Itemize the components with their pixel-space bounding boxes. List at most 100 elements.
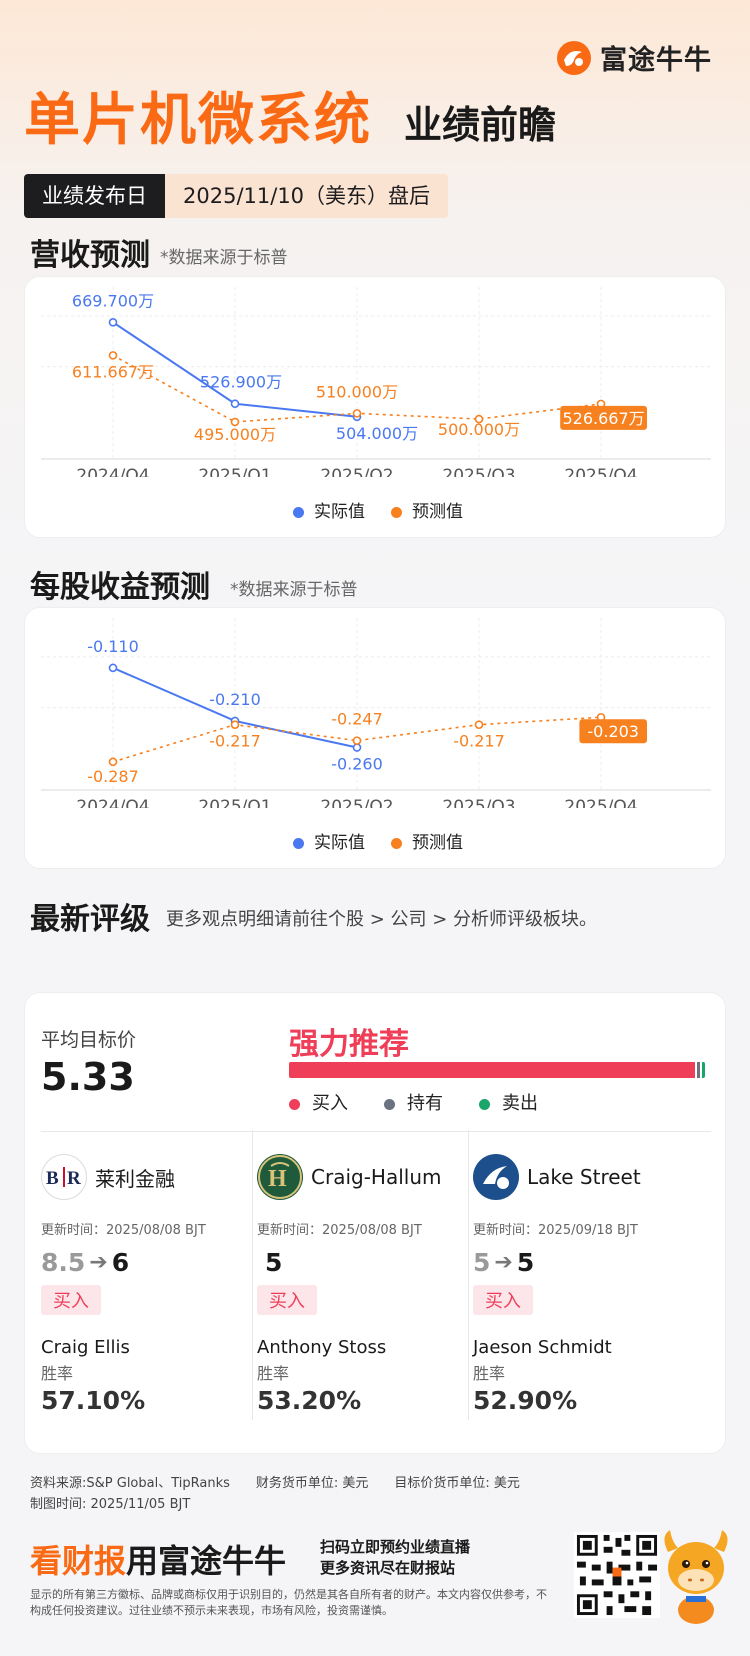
forecast-value-label: 500.000万 — [438, 420, 520, 439]
promo-slogan: 看财报用富途牛牛 — [30, 1542, 287, 1580]
actual-value-label: 526.900万 — [200, 373, 282, 392]
analyst-target: 8.5 ➔ 6 — [41, 1248, 255, 1277]
eps-chart-card: 2024/Q4 2025/Q1 2025/Q2 2025/Q3 2025/Q4 -0.11… — [24, 607, 726, 869]
forecast-value-label: -0.287 — [87, 767, 139, 786]
analyst-updated: 更新时间：2025/08/08 BJT — [41, 1223, 206, 1238]
forecast-point — [474, 720, 484, 729]
legend-actual: 实际值 — [293, 497, 365, 522]
svg-text:R: R — [67, 1168, 81, 1189]
forecast-point — [352, 409, 362, 418]
analyst-updated: 更新时间：2025/09/18 BJT — [473, 1223, 638, 1238]
avg-target-value: 5.33 — [41, 1055, 135, 1099]
arrow-right-icon: ➔ — [494, 1250, 513, 1275]
revenue-legend: 实际值 预测值 — [293, 497, 463, 522]
footer-sources: 资料来源:S&P Global、TipRanks 财务货币单位: 美元 目标价货… — [30, 1472, 520, 1491]
new-target: 5 — [265, 1248, 283, 1277]
eps-chart: 2024/Q4 2025/Q1 2025/Q2 2025/Q3 2025/Q4 -0.11… — [41, 618, 711, 808]
release-date: 业绩发布日 2025/11/10（美东）盘后 — [24, 174, 449, 218]
revenue-chart: 2024/Q4 2025/Q1 2025/Q2 2025/Q3 2025/Q4 669.7… — [41, 287, 711, 477]
analyst-firm: Lake Street — [527, 1165, 641, 1189]
rating-bar-buy — [289, 1062, 695, 1078]
disclaimer: 显示的所有第三方徽标、品牌或商标仅用于识别目的，仍然是其各自所有者的财产。本文内… — [30, 1588, 547, 1617]
footer-made-time: 制图时间: 2025/11/05 BJT — [30, 1497, 191, 1512]
forecast-value-label: -0.217 — [209, 732, 261, 751]
rating-badge: 买入 — [257, 1285, 317, 1315]
new-target: 5 — [516, 1248, 535, 1277]
rating-note: 更多观点明细请前往个股 > 公司 > 分析师评级板块。 — [166, 909, 598, 930]
forecast-point — [108, 351, 118, 360]
actual-value-label: -0.110 — [87, 637, 139, 656]
analyst-firm: Craig-Hallum — [311, 1165, 442, 1189]
old-target: 8.5 — [41, 1248, 86, 1277]
actual-point — [108, 663, 118, 673]
footer-currency: 财务货币单位: 美元 — [255, 1476, 369, 1491]
futu-logo-icon — [557, 40, 591, 75]
rating-legend-buy: 买入 — [289, 1089, 348, 1115]
forecast-value-label: -0.247 — [331, 710, 383, 729]
win-rate-label: 胜率 — [257, 1364, 290, 1383]
rating-bar-hold — [696, 1062, 701, 1078]
rating-badge: 买入 — [473, 1285, 533, 1315]
analyst-separator — [468, 1130, 469, 1420]
latest-forecast-badge — [579, 719, 647, 744]
eps-section-title: 每股收益预测 — [30, 570, 210, 605]
analyst-firm: 莱利金融 — [95, 1166, 175, 1191]
arrow-right-icon: ➔ — [89, 1250, 108, 1275]
rating-divider — [41, 1131, 711, 1132]
legend-actual-dot — [293, 506, 304, 518]
footer-target-currency: 目标价货币单位: 美元 — [394, 1476, 520, 1491]
legend-forecast-dot — [391, 506, 402, 518]
rating-distribution-bar — [289, 1062, 705, 1078]
actual-value-label: 504.000万 — [336, 424, 418, 443]
eps-source-note: *数据来源于标普 — [230, 580, 358, 600]
actual-value-label: -0.210 — [209, 690, 261, 709]
legend-actual-dot — [293, 837, 304, 849]
x-tick-label: 2024/Q4 — [76, 797, 149, 808]
analyst-name: Anthony Stoss — [257, 1337, 387, 1358]
analyst-card: H Craig-Hallum 更新时间：2025/08/08 BJT 5 买入 … — [257, 1153, 471, 1415]
forecast-value-label: -0.217 — [453, 732, 505, 751]
hold-dot — [384, 1098, 395, 1110]
qr-code-icon[interactable] — [574, 1532, 660, 1618]
rating-section-title: 最新评级 — [30, 902, 150, 937]
new-target: 6 — [111, 1248, 130, 1277]
brand-name: 富途牛牛 — [600, 45, 712, 76]
forecast-point — [474, 414, 484, 424]
latest-forecast-badge — [560, 405, 647, 430]
legend-forecast-dot — [391, 837, 402, 849]
win-rate-value: 57.10% — [41, 1386, 146, 1415]
revenue-chart-card: 2024/Q4 2025/Q1 2025/Q2 2025/Q3 2025/Q4 669.7… — [24, 276, 726, 538]
eps-legend: 实际值 预测值 — [293, 828, 463, 853]
x-tick-label: 2025/Q4 — [564, 797, 637, 808]
grid — [41, 287, 711, 460]
actual-point — [108, 317, 118, 327]
x-tick-label: 2025/Q3 — [442, 797, 515, 808]
latest-forecast-label: -0.203 — [587, 722, 639, 741]
actual-point — [352, 743, 362, 752]
actual-point — [230, 399, 240, 409]
revenue-source-note: *数据来源于标普 — [160, 248, 288, 268]
rating-legend-sell: 卖出 — [479, 1089, 538, 1115]
recommendation-title: 强力推荐 — [289, 1027, 409, 1062]
rating-bar-sell — [702, 1062, 705, 1078]
rating-legend-hold: 持有 — [384, 1089, 443, 1115]
win-rate-label: 胜率 — [473, 1364, 506, 1383]
x-tick-label: 2025/Q3 — [442, 466, 515, 477]
sell-dot — [479, 1098, 490, 1110]
page-title: 单片机微系统 — [24, 88, 372, 153]
analyst-name: Jaeson Schmidt — [473, 1337, 612, 1358]
buy-dot — [289, 1098, 300, 1110]
forecast-point — [352, 736, 362, 745]
svg-text:B: B — [46, 1168, 59, 1189]
forecast-value-label: 495.000万 — [194, 425, 276, 444]
actual-value-label: 669.700万 — [72, 291, 154, 310]
actual-value-label: -0.260 — [331, 755, 383, 774]
forecast-series-line — [112, 716, 602, 763]
forecast-point — [230, 417, 240, 427]
craig-hallum-logo-icon: H — [257, 1154, 303, 1200]
x-tick-label: 2025/Q1 — [198, 797, 271, 808]
svg-text:H: H — [268, 1166, 287, 1192]
analyst-card: Lake Street 更新时间：2025/09/18 BJT 5 ➔ 5 买入… — [473, 1153, 687, 1415]
